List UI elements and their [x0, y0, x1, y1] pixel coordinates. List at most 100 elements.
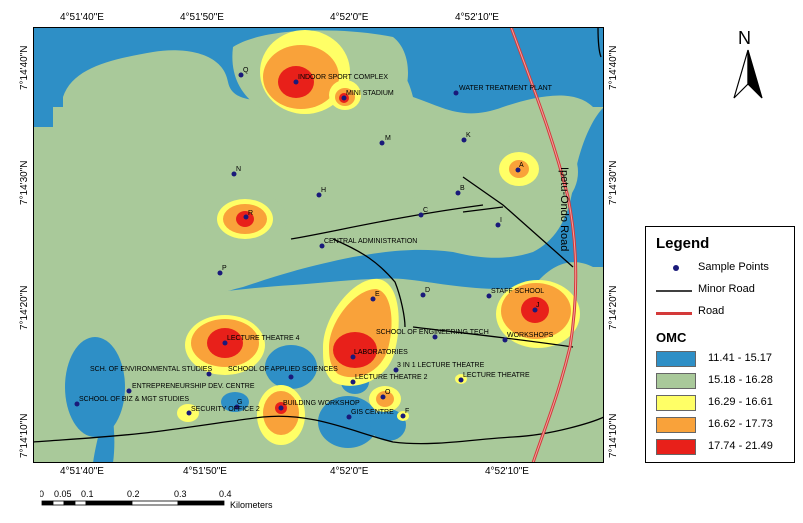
legend-sample-points: Sample Points: [698, 261, 769, 273]
hotspot-o-orange: [376, 391, 394, 407]
omc-map: Ipetu-Ondo Road: [33, 27, 604, 463]
sample-point-engtech: [432, 334, 438, 340]
place-lt4: LECTURE THEATRE 4: [227, 335, 300, 342]
sample-point-a: [515, 167, 521, 173]
label-b: B: [460, 185, 465, 192]
hotspot-labs-red: [333, 332, 377, 368]
sample-point-k: [461, 137, 467, 143]
left-coord-4: 7°14'10"N: [19, 413, 30, 459]
north-arrow-icon: N: [733, 28, 763, 99]
legend-class-swatch: [656, 439, 696, 455]
blue-pocket-1: [265, 345, 317, 389]
legend-title: Legend: [656, 235, 710, 252]
sample-point-h: [316, 192, 322, 198]
legend-road: Road: [698, 305, 725, 317]
road-legend-icon: [656, 312, 692, 315]
sample-point-d: [420, 292, 426, 298]
legend-class-label: 15.18 - 16.28: [708, 374, 773, 386]
label-r: R: [248, 210, 253, 217]
sample-point-g: [234, 404, 240, 410]
legend: Legend Sample Points Minor Road Road OMC…: [645, 226, 795, 463]
sample-point-labs: [350, 354, 356, 360]
minor-roads: [33, 27, 604, 445]
sample-point-security: [186, 410, 192, 416]
sample-point-three: [393, 367, 399, 373]
place-water: WATER TREATMENT PLANT: [459, 85, 553, 92]
scale-tick-2: 0.1: [81, 489, 94, 499]
minor-road-legend-icon: [656, 290, 692, 292]
place-entre: ENTREPRENEURSHIP DEV. CENTRE: [132, 383, 255, 390]
legend-class-label: 11.41 - 15.17: [708, 352, 773, 364]
legend-class-swatch: [656, 395, 696, 411]
sample-point-building: [278, 405, 284, 411]
bottom-coord-2: 4°51'50"E: [183, 466, 227, 477]
place-central: CENTRAL ADMINISTRATION: [324, 238, 417, 245]
sample-point-water: [453, 90, 459, 96]
sample-point-central: [319, 243, 325, 249]
sample-point-indoor: [293, 79, 299, 85]
left-coord-3: 7°14'20"N: [19, 285, 30, 331]
sample-point-j: [532, 307, 538, 313]
scale-tick-1: 0.05: [54, 489, 72, 499]
sample-point-stadium: [341, 95, 347, 101]
right-coord-1: 7°14'40"N: [608, 45, 619, 91]
top-coord-4: 4°52'10"E: [455, 12, 499, 23]
label-p: P: [222, 265, 227, 272]
place-stadium: MINI STADIUM: [346, 90, 394, 97]
sample-point-e: [370, 296, 376, 302]
place-appsci: SCHOOL OF APPLIED SCIENCES: [228, 366, 338, 373]
right-coord-2: 7°14'30"N: [608, 160, 619, 206]
legend-class-swatch: [656, 351, 696, 367]
top-coord-3: 4°52'0"E: [330, 12, 369, 23]
label-m: M: [385, 135, 391, 142]
scale-bar: 0 0.05 0.1 0.2 0.3 0.4 Kilometers: [40, 489, 273, 510]
low-omc-region: [33, 27, 604, 463]
place-staff: STAFF SCHOOL: [491, 288, 544, 295]
bottom-coord-4: 4°52'10"E: [485, 466, 529, 477]
sample-point-entre: [126, 388, 132, 394]
blue-pocket-2: [318, 396, 378, 448]
label-a: A: [519, 162, 524, 169]
right-coord-3: 7°14'20"N: [608, 285, 619, 331]
blue-pocket-4: [221, 392, 249, 412]
place-building: BUILDING WORKSHOP: [283, 400, 360, 407]
label-d: D: [425, 287, 430, 294]
legend-class-swatch: [656, 417, 696, 433]
scale-tick-3: 0.2: [127, 489, 140, 499]
bottom-coord-1: 4°51'40"E: [60, 466, 104, 477]
place-security: SECURITY OFFICE 2: [191, 406, 260, 413]
label-j: J: [536, 302, 540, 309]
place-biz: SCHOOL OF BIZ & MGT STUDIES: [79, 396, 189, 403]
sample-point-n: [231, 171, 237, 177]
sample-point-appsci: [288, 374, 294, 380]
legend-class-swatch: [656, 373, 696, 389]
sample-point-b: [455, 190, 461, 196]
sample-point-m: [379, 140, 385, 146]
sample-point-q: [238, 72, 244, 78]
label-e: E: [375, 291, 380, 298]
place-lt: LECTURE THEATRE: [463, 372, 530, 379]
left-coord-2: 7°14'30"N: [19, 160, 30, 206]
label-h: H: [321, 187, 326, 194]
place-lt2: LECTURE THEATRE 2: [355, 374, 428, 381]
road-label: Ipetu-Ondo Road: [558, 167, 570, 251]
legend-class-label: 16.62 - 17.73: [708, 418, 773, 430]
legend-minor-road: Minor Road: [698, 283, 755, 295]
north-label: N: [738, 28, 751, 48]
right-coord-4: 7°14'10"N: [608, 413, 619, 459]
green-blob-c: [399, 197, 439, 237]
place-workshops: WORKSHOPS: [507, 332, 554, 339]
sample-point-staff: [486, 293, 492, 299]
label-f: F: [405, 408, 409, 415]
legend-class-label: 17.74 - 21.49: [708, 440, 773, 452]
legend-omc-title: OMC: [656, 330, 687, 345]
blue-pocket-5: [370, 409, 406, 441]
place-env: SCH. OF ENVIRONMENTAL STUDIES: [90, 366, 212, 373]
place-engtech: SCHOOL OF ENGINEERING TECH: [376, 329, 489, 336]
place-indoor: INDOOR SPORT COMPLEX: [298, 74, 388, 81]
scale-unit: Kilometers: [230, 500, 273, 510]
top-coord-1: 4°51'40"E: [60, 12, 104, 23]
place-three: 3 IN 1 LECTURE THEATRE: [397, 362, 485, 369]
sample-point-lt2: [350, 379, 356, 385]
sample-point-workshops: [502, 337, 508, 343]
